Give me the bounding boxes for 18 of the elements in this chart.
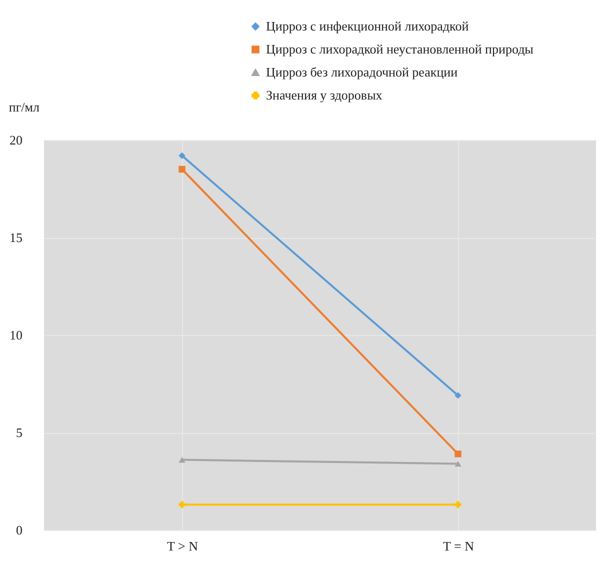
point <box>454 501 462 508</box>
y-axis-title: пг/мл <box>8 100 40 114</box>
point <box>454 450 462 458</box>
point <box>178 501 186 508</box>
y-tick-label: 0 <box>16 522 22 538</box>
legend-label: Цирроз без лихорадочной реакции <box>266 64 458 80</box>
y-tick-label: 5 <box>16 425 22 440</box>
y-tick-label: 20 <box>10 132 22 148</box>
legend-label: Значения у здоровых <box>266 88 383 102</box>
point <box>454 392 462 399</box>
point <box>178 152 186 159</box>
x-tick-label: T > N <box>167 538 199 554</box>
y-tick-label: 15 <box>10 230 22 245</box>
legend-label: Цирроз с лихорадкой неустановленной природы <box>266 42 534 56</box>
x-tick-label: T = N <box>443 538 475 554</box>
point <box>178 166 186 173</box>
legend-label: Цирроз с инфекционной лихорадкой <box>266 18 469 34</box>
y-tick-label: 10 <box>10 328 22 342</box>
